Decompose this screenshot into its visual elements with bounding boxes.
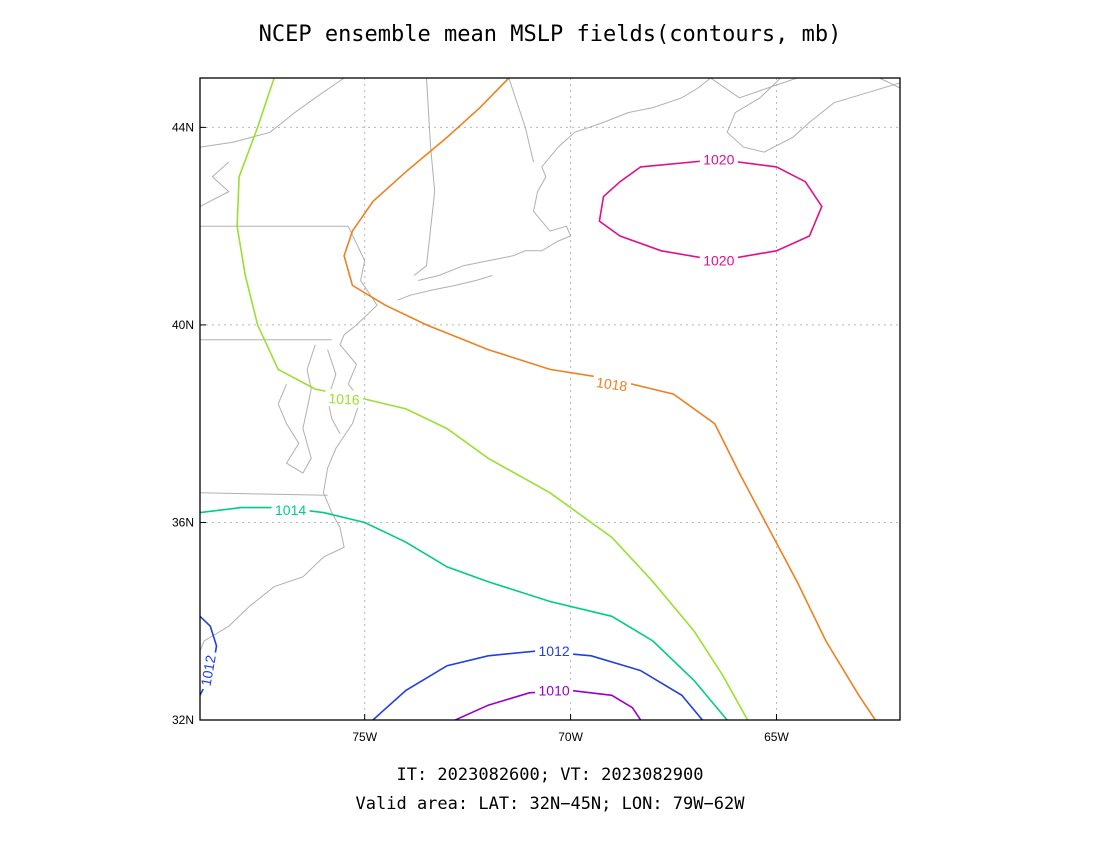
y-tick-label: 36N: [172, 515, 194, 529]
footer-area-line: Valid area: LAT: 32N−45N; LON: 79W−62W: [356, 794, 746, 814]
contour-label: 1010: [539, 682, 570, 698]
coastline-segment: [413, 78, 436, 276]
x-tick-label: 65W: [764, 730, 789, 744]
contour-label-group: 1016: [324, 389, 364, 408]
contour-label: 1016: [328, 390, 360, 408]
coastline-segment: [508, 78, 534, 163]
isobar-1018: [343, 78, 876, 720]
contour-label-background: [196, 650, 220, 691]
coastline-segment: [726, 78, 900, 153]
axis-ticks: 75W 70W 65W 32N 36N 40N 44N: [172, 120, 789, 744]
coastline-segment: [200, 161, 230, 207]
coastline-segment: [200, 492, 328, 496]
isobar-1014: [200, 506, 728, 720]
contour-label: 1018: [595, 374, 628, 394]
contour-label-group: 1010: [535, 681, 574, 699]
coastline-segment: [397, 275, 493, 301]
footer-time-line: IT: 2023082600; VT: 2023082900: [396, 765, 703, 785]
y-tick-label: 32N: [172, 713, 194, 727]
contour-label-background: [324, 389, 364, 408]
contour-label-group: 1012: [196, 650, 220, 691]
contour-labels: 1010 1012 1012 1014 1016 1018 1020 1020: [196, 150, 738, 699]
coastline-segment: [418, 78, 711, 281]
coastline-segment: [200, 225, 378, 652]
contour-label: 1012: [198, 654, 219, 688]
y-tick-label: 44N: [172, 120, 194, 134]
coastline-layer: [200, 78, 900, 652]
contour-label-background: [535, 681, 574, 699]
x-tick-label: 70W: [558, 730, 583, 744]
contour-label-group: 1020: [699, 150, 738, 168]
contour-label: 1014: [275, 502, 306, 518]
graticule-grid: [200, 78, 900, 720]
contour-label-background: [271, 501, 310, 519]
contour-label-group: 1020: [699, 251, 738, 269]
contour-label-group: 1012: [535, 641, 574, 659]
coastline-segment: [200, 78, 345, 148]
coastline-segment: [879, 78, 900, 89]
contour-label-group: 1018: [591, 372, 632, 395]
contour-label-background: [535, 641, 574, 659]
contour-label-background: [699, 150, 738, 168]
contour-label-background: [591, 372, 632, 395]
isobar-1020: [598, 158, 823, 262]
mslp-contours: [200, 78, 876, 720]
contour-label-group: 1014: [271, 501, 310, 519]
contour-label: 1012: [539, 643, 570, 659]
y-tick-label: 40N: [172, 318, 194, 332]
plot-frame: [199, 77, 901, 721]
coastline-segment: [710, 78, 798, 99]
x-tick-label: 75W: [352, 730, 377, 744]
coastline-segment: [277, 344, 316, 474]
contour-label-background: [699, 251, 738, 269]
contour-label: 1020: [703, 152, 734, 168]
isobar-1016: [236, 78, 749, 720]
contour-label: 1020: [703, 253, 734, 269]
map-title: NCEP ensemble mean MSLP fields(contours,…: [259, 22, 842, 47]
